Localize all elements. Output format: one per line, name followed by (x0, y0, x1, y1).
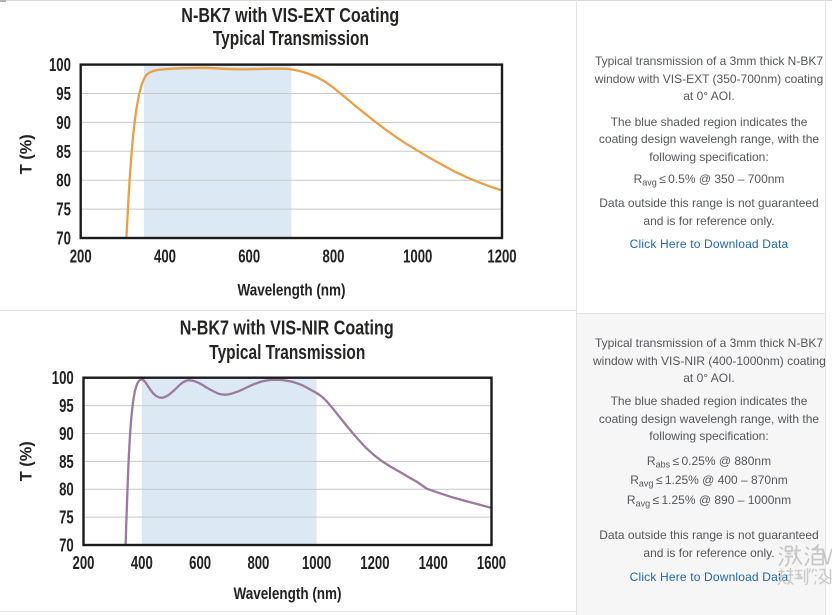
svg-text:Typical Transmission: Typical Transmission (209, 342, 365, 364)
svg-text:T (%): T (%) (18, 134, 36, 174)
svg-text:N-BK7 with VIS-NIR Coating: N-BK7 with VIS-NIR Coating (180, 318, 394, 340)
svg-text:N-BK7 with VIS-EXT Coating: N-BK7 with VIS-EXT Coating (181, 5, 399, 27)
svg-text:80: 80 (56, 170, 71, 191)
svg-text:200: 200 (70, 245, 92, 266)
svg-text:600: 600 (189, 552, 211, 573)
svg-text:70: 70 (59, 535, 74, 556)
svg-text:1600: 1600 (477, 552, 506, 573)
svg-text:75: 75 (59, 507, 74, 528)
svg-text:Wavelength (nm): Wavelength (nm) (238, 282, 346, 300)
svg-text:400: 400 (154, 245, 176, 266)
svg-text:400: 400 (131, 552, 153, 573)
svg-text:1400: 1400 (419, 552, 448, 573)
svg-text:95: 95 (59, 395, 74, 416)
svg-text:90: 90 (56, 112, 71, 133)
svg-text:600: 600 (238, 245, 260, 266)
svg-text:75: 75 (56, 199, 71, 220)
svg-text:85: 85 (59, 451, 74, 472)
svg-text:100: 100 (52, 367, 74, 388)
svg-text:T (%): T (%) (18, 441, 36, 481)
svg-text:90: 90 (59, 423, 74, 444)
svg-text:800: 800 (323, 245, 345, 266)
svg-text:Typical Transmission: Typical Transmission (213, 28, 369, 50)
svg-text:70: 70 (56, 228, 71, 249)
svg-text:1200: 1200 (360, 552, 389, 573)
svg-text:W: W (822, 545, 832, 570)
svg-text:100: 100 (49, 54, 71, 75)
svg-text:1000: 1000 (403, 245, 432, 266)
svg-text:800: 800 (247, 552, 269, 573)
svg-text:85: 85 (56, 141, 71, 162)
svg-text:80: 80 (59, 479, 74, 500)
svg-text:Wavelength (nm): Wavelength (nm) (234, 585, 342, 603)
svg-text:1200: 1200 (487, 245, 516, 266)
svg-text:95: 95 (56, 83, 71, 104)
svg-text:1000: 1000 (302, 552, 331, 573)
svg-text:200: 200 (73, 552, 95, 573)
